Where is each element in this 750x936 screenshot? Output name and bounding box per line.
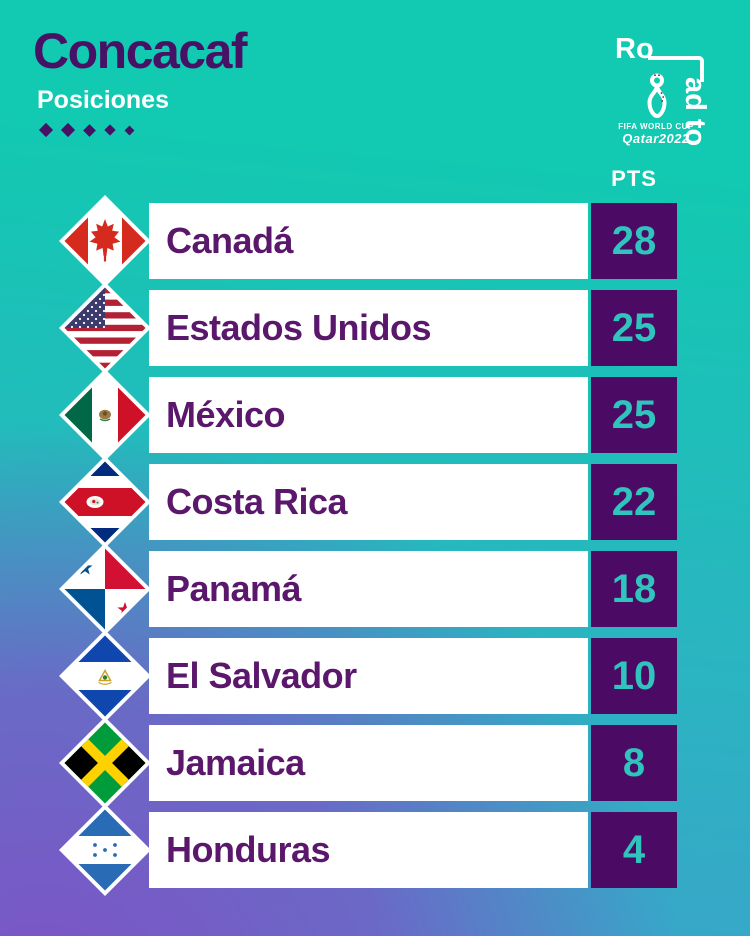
points-value: 22	[611, 479, 657, 524]
diamond-bullet-icon	[83, 123, 96, 137]
team-bar: Canadá	[149, 203, 588, 279]
points-box: 25	[591, 377, 677, 453]
table-row: El Salvador 10	[58, 630, 677, 722]
team-bar: Honduras	[149, 812, 588, 888]
team-name: Canadá	[166, 220, 294, 261]
points-box: 8	[591, 725, 677, 801]
points-value: 4	[622, 827, 646, 872]
road-connector-line	[648, 56, 704, 82]
points-box: 4	[591, 812, 677, 888]
points-value: 18	[611, 566, 657, 611]
team-name: Jamaica	[166, 742, 305, 783]
mexico-flag-icon	[59, 369, 151, 461]
diamond-bullet-icon	[38, 122, 54, 138]
qatar-2022-emblem-icon	[647, 73, 667, 119]
team-name: Estados Unidos	[166, 307, 432, 348]
table-row: Honduras 4	[58, 804, 677, 896]
team-bar: Estados Unidos	[149, 290, 588, 366]
costa-rica-flag-icon	[59, 456, 151, 548]
team-name: Honduras	[166, 829, 331, 870]
points-value: 28	[611, 218, 657, 263]
table-row: Estados Unidos 25	[58, 282, 677, 374]
points-box: 10	[591, 638, 677, 714]
panama-flag-icon	[59, 543, 151, 635]
canada-flag-icon	[59, 195, 151, 287]
el-salvador-flag-icon	[59, 630, 151, 722]
points-box: 28	[591, 203, 677, 279]
points-value: 10	[611, 653, 657, 698]
team-bar: México	[149, 377, 588, 453]
qatar-2022-wordmark: Qatar2022	[622, 131, 690, 146]
team-name: Costa Rica	[166, 481, 348, 522]
jamaica-flag-icon	[59, 717, 151, 809]
diamond-bullet-icon	[124, 125, 135, 135]
table-row: Jamaica 8	[58, 717, 677, 809]
diamond-bullets	[38, 122, 135, 138]
points-value: 25	[611, 392, 657, 437]
team-bar: Jamaica	[149, 725, 588, 801]
team-bar: El Salvador	[149, 638, 588, 714]
page-subtitle: Posiciones	[37, 86, 169, 114]
table-row: Costa Rica 22	[58, 456, 677, 548]
diamond-bullet-icon	[60, 122, 76, 138]
team-name: El Salvador	[166, 655, 357, 696]
team-bar: Panamá	[149, 551, 588, 627]
points-value: 8	[622, 740, 646, 785]
team-name: Panamá	[166, 568, 302, 609]
diamond-bullet-icon	[104, 124, 116, 136]
fifa-world-cup-wordmark: FIFA WORLD CUP	[618, 122, 694, 131]
table-row: Panamá 18	[58, 543, 677, 635]
honduras-flag-icon	[59, 804, 151, 896]
points-value: 25	[611, 305, 657, 350]
page-title: Concacaf	[33, 23, 248, 79]
team-bar: Costa Rica	[149, 464, 588, 540]
points-box: 18	[591, 551, 677, 627]
team-name: México	[166, 394, 286, 435]
table-row: México 25	[58, 369, 677, 461]
pts-column-header: PTS	[611, 166, 657, 191]
standings-table: Canadá 28	[0, 195, 750, 899]
points-box: 22	[591, 464, 677, 540]
usa-flag-icon	[59, 282, 151, 374]
road-prefix-text: Ro	[615, 33, 654, 65]
points-box: 25	[591, 290, 677, 366]
table-row: Canadá 28	[58, 195, 677, 287]
